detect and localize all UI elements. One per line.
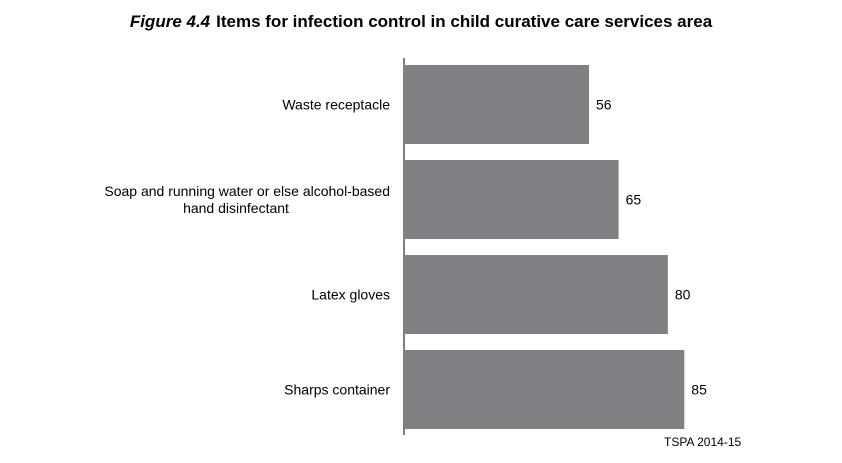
category-label-line: Waste receptacle: [282, 97, 390, 113]
category-label: Latex gloves: [311, 287, 390, 303]
data-label: 56: [596, 97, 612, 113]
category-label: Waste receptacle: [282, 97, 390, 113]
data-label: 80: [675, 287, 691, 303]
category-label-line: Sharps container: [284, 382, 390, 398]
bar: [405, 350, 685, 429]
data-label: 85: [691, 382, 707, 398]
figure-title-text: Items for infection control in child cur…: [216, 12, 713, 31]
data-label: 65: [626, 192, 642, 208]
chart-title: Figure 4.4 Items for infection control in…: [0, 12, 842, 32]
bar: [405, 255, 668, 334]
bar: [405, 160, 619, 239]
source-note: TSPA 2014-15: [664, 435, 742, 449]
category-label-line: hand disinfectant: [183, 200, 289, 216]
category-label-line: Soap and running water or else alcohol-b…: [104, 183, 390, 199]
category-label-line: Latex gloves: [311, 287, 390, 303]
category-label: Sharps container: [284, 382, 390, 398]
category-label: Soap and running water or else alcohol-b…: [104, 183, 390, 216]
figure-number: Figure 4.4: [129, 12, 211, 31]
bar: [405, 65, 589, 144]
